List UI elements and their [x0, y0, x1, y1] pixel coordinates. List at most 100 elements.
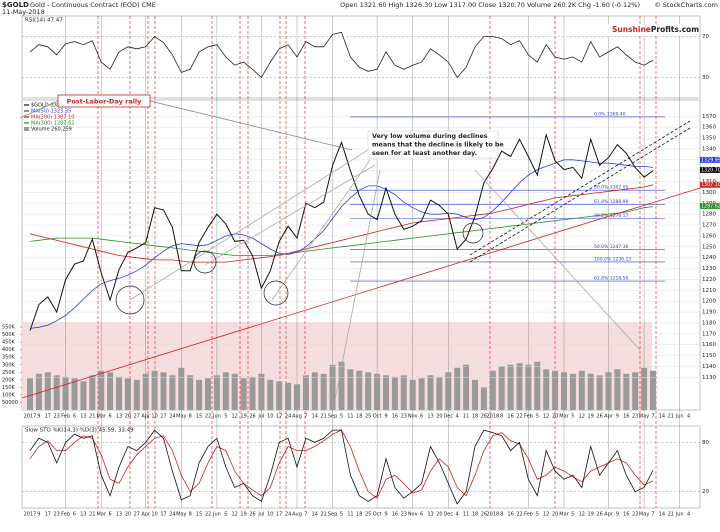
- x-tick-label: 4: [456, 512, 459, 518]
- x-tick-label: 2017: [24, 414, 37, 420]
- price-flag: [700, 202, 720, 209]
- note-line: seen for at least another day.: [372, 150, 477, 157]
- x-tick-label: 23: [401, 512, 407, 518]
- fib-label: 61.8% 1218.50: [594, 276, 628, 282]
- x-tick-label: 2017: [24, 512, 37, 518]
- series-line: [29, 31, 654, 79]
- x-tick-label: 17: [160, 512, 166, 518]
- volume-bar: [249, 376, 256, 410]
- x-tick-label: 5: [340, 414, 343, 420]
- x-tick-label: 9: [384, 414, 387, 420]
- fib-label: 0.0% 1369.40: [594, 111, 626, 117]
- volume-bar: [213, 375, 220, 410]
- x-tick-label: 10: [151, 414, 157, 420]
- x-tick-label: 2018: [486, 512, 499, 518]
- x-tick-label: 5: [571, 414, 574, 420]
- x-tick-label: 21: [668, 512, 674, 518]
- y-tick-label: 1300: [702, 190, 716, 196]
- y-tick-label: 1170: [702, 331, 716, 337]
- volume-bar: [329, 364, 336, 410]
- x-tick-label: 14: [312, 414, 318, 420]
- volume-bar: [614, 369, 621, 410]
- volume-bar: [543, 369, 550, 410]
- volume-bar: [498, 366, 505, 410]
- volume-bar: [578, 370, 585, 410]
- volume-bar: [35, 373, 42, 410]
- x-tick-label: 9: [616, 512, 619, 518]
- x-tick-label: 24: [285, 512, 291, 518]
- x-tick-label: Feb: [61, 414, 70, 420]
- volume-bar: [472, 379, 478, 410]
- x-tick-label: May: [176, 512, 186, 518]
- rally-label: Post-Labor-Day rally: [67, 98, 143, 106]
- volume-bar: [347, 369, 354, 410]
- volume-bar: [294, 384, 300, 410]
- x-tick-label: 20: [436, 512, 442, 518]
- x-tick-label: 8: [189, 512, 192, 518]
- x-tick-label: 24: [285, 414, 291, 420]
- x-tick-label: Jun: [212, 414, 221, 420]
- volume-bar: [356, 370, 363, 410]
- x-tick-label: Jun: [212, 512, 221, 518]
- x-tick-label: 12: [579, 414, 585, 420]
- volume-bar: [320, 373, 327, 410]
- note-line: means that the decline is likely to be: [372, 142, 504, 149]
- x-tick-label: 13: [80, 512, 86, 518]
- x-tick-label: May: [176, 414, 186, 420]
- x-tick-label: 21: [321, 414, 327, 420]
- x-tick-label: 16: [507, 414, 513, 420]
- legend-label: Volume 260,259: [31, 127, 72, 133]
- volume-bar: [516, 363, 523, 410]
- x-tick-label: 17: [160, 414, 166, 420]
- volume-bar: [489, 370, 496, 410]
- y-tick-label: 1200: [702, 299, 716, 305]
- volume-bar: [151, 370, 158, 410]
- x-tick-label: 16: [507, 512, 513, 518]
- x-tick-label: Aug: [292, 512, 302, 518]
- x-tick-label: 12: [543, 512, 549, 518]
- x-tick-label: Sep: [328, 414, 337, 420]
- volume-bar: [569, 373, 576, 410]
- volume-bar: [267, 379, 274, 410]
- x-tick-label: 26: [249, 414, 255, 420]
- x-tick-label: 4: [687, 414, 690, 420]
- x-tick-label: 26: [596, 414, 602, 420]
- series-line: [29, 184, 654, 263]
- x-tick-label: 4: [687, 512, 690, 518]
- highlight-circle: [462, 222, 484, 244]
- x-tick-label: 15: [196, 414, 202, 420]
- volume-bar: [596, 375, 603, 410]
- series-line: [29, 206, 654, 256]
- x-tick-label: 9: [37, 414, 40, 420]
- price-flag-label: 1307.10: [701, 182, 720, 188]
- x-tick-label: 25: [365, 414, 371, 420]
- logo-box: [608, 24, 690, 36]
- y-tick-label: 1160: [702, 342, 716, 348]
- decorations: Post-Labor-Day rally Very low volume duri…: [19, 24, 701, 401]
- x-tick-label: 4: [456, 414, 459, 420]
- volume-bar: [169, 375, 176, 410]
- description: Gold - Continuous Contract (EOD) CME: [30, 1, 156, 9]
- fib-label: 50.0% 1247.36: [594, 244, 628, 250]
- volume-tick-label: 450K: [2, 340, 16, 346]
- x-tick-label: Jun: [675, 414, 684, 420]
- y-tick-label: 1280: [702, 212, 716, 218]
- volume-bar: [365, 372, 372, 410]
- x-tick-label: 16: [392, 512, 398, 518]
- volume-bar: [507, 364, 514, 410]
- volume-bar: [480, 387, 487, 410]
- y-tick-label: 30: [702, 75, 709, 81]
- x-tick-label: 12: [579, 512, 585, 518]
- y-tick-label: 1370: [702, 114, 716, 120]
- trend-line: [469, 120, 691, 256]
- x-tick-label: 8: [500, 512, 503, 518]
- highlight-circle: [193, 250, 217, 274]
- logo: SunshineProfits.com: [612, 25, 699, 34]
- volume-bar: [409, 379, 416, 410]
- fib-label: 100.0% 1236.13: [594, 256, 631, 262]
- x-tick-label: 21: [89, 414, 95, 420]
- x-tick-label: 13: [116, 512, 122, 518]
- price-flag: [700, 181, 720, 188]
